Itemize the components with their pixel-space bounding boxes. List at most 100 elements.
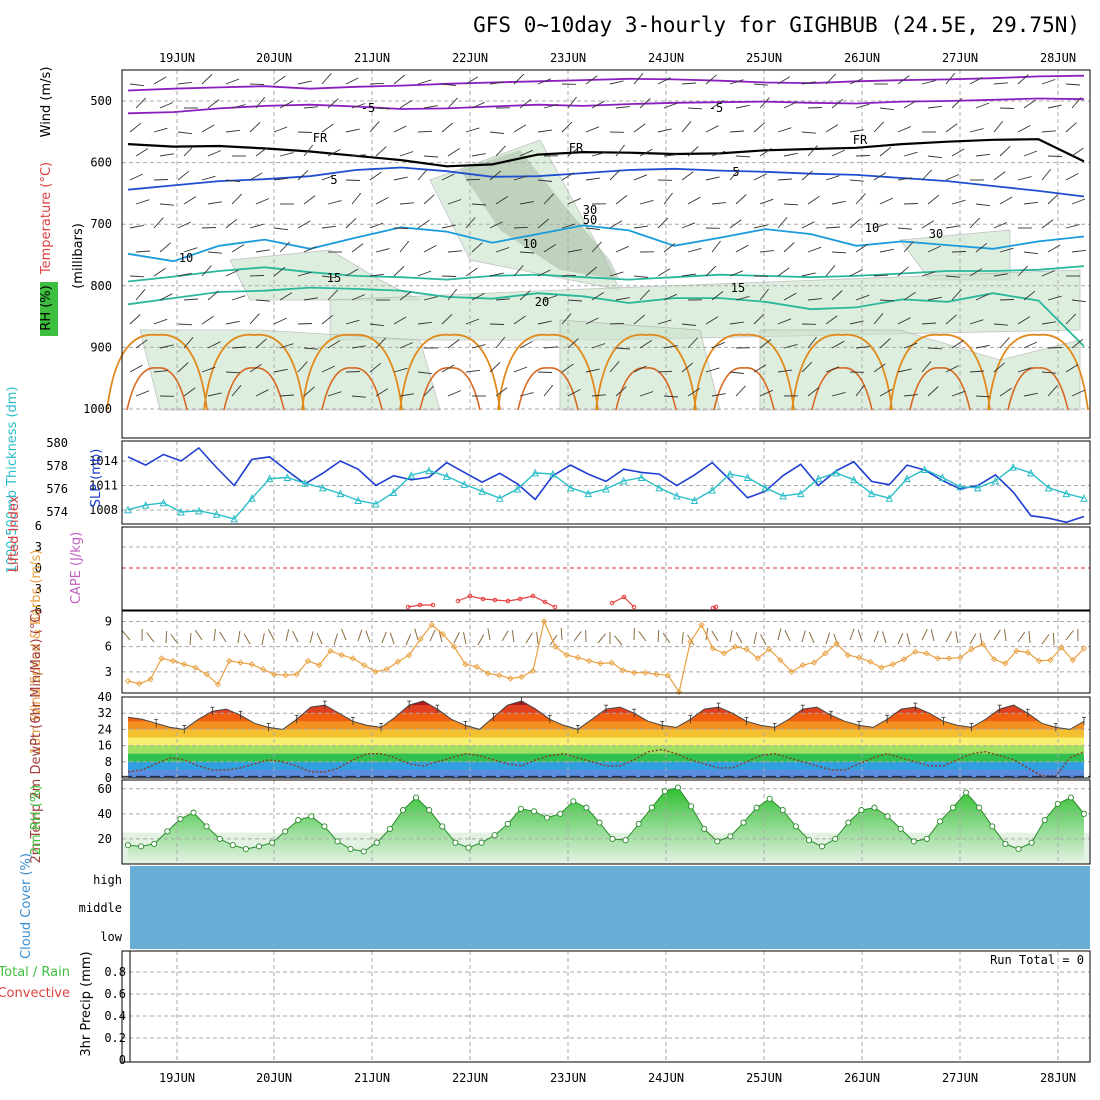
- wind10-marker: [1035, 657, 1043, 665]
- top-date-label: 20JUN: [256, 51, 292, 65]
- wind-barb: [969, 319, 984, 325]
- wind-barb: [129, 275, 145, 278]
- wind-barb: [759, 339, 772, 349]
- rh-marker: [439, 823, 446, 830]
- wind-barb: [495, 298, 510, 301]
- wind-barb: [249, 83, 265, 85]
- thickness-marker: [1027, 468, 1035, 477]
- wind-barb: [663, 293, 677, 301]
- wind-barb-10m: [681, 632, 684, 645]
- wind-barb-10m: [849, 628, 855, 641]
- thickness-marker: [726, 469, 734, 478]
- top-date-label: 24JUN: [648, 51, 684, 65]
- wind-barb: [1065, 122, 1077, 133]
- wind-barb: [657, 128, 672, 133]
- wind-barb: [1071, 249, 1086, 253]
- wind-barb: [633, 314, 645, 325]
- wind-barb: [441, 313, 453, 325]
- wind-barb: [159, 203, 174, 206]
- wind-barb: [999, 247, 1014, 253]
- thickness-marker: [991, 476, 1000, 485]
- wind-barb: [705, 367, 720, 373]
- wind-barb: [327, 289, 339, 301]
- wind-barb: [999, 387, 1012, 397]
- wind-barb: [327, 98, 339, 109]
- wind-barb: [777, 127, 792, 133]
- wind-barb: [561, 274, 577, 277]
- rh-marker: [701, 825, 708, 832]
- wind-barb: [303, 246, 318, 253]
- wind-barb-10m: [405, 633, 412, 646]
- wind10-marker: [158, 655, 165, 662]
- wind-barb: [951, 251, 967, 253]
- wind10-marker: [394, 658, 402, 665]
- wind-barb: [975, 153, 990, 157]
- wind-barb: [423, 296, 438, 301]
- wind10-marker: [833, 640, 840, 647]
- thickness-marker: [460, 480, 469, 488]
- wind-barb: [729, 321, 744, 325]
- rh-marker: [360, 848, 367, 855]
- wind-barb: [951, 289, 962, 301]
- wind-barb-10m: [189, 632, 192, 646]
- rh-marker: [164, 828, 171, 835]
- wind-barb: [1023, 251, 1038, 255]
- thickness-marker: [956, 482, 964, 491]
- wind-barb: [879, 197, 893, 205]
- rh-marker: [858, 807, 865, 814]
- top-date-label: 23JUN: [550, 51, 586, 65]
- isotherm-hot: [615, 367, 677, 411]
- wind10-marker: [361, 661, 368, 669]
- panel-rh2m: 20 40 60: [98, 779, 1091, 865]
- wind-barb: [369, 362, 382, 373]
- wind10-marker: [990, 656, 998, 663]
- wind-barb: [303, 347, 318, 350]
- pressure-tick-label: 700: [90, 217, 112, 231]
- wind-barb-10m: [1028, 630, 1031, 644]
- rh-marker: [282, 828, 289, 835]
- contour-label: FR: [313, 131, 328, 145]
- wind10-marker: [203, 671, 210, 678]
- wind-barb: [1041, 371, 1056, 374]
- wind-barb: [705, 74, 717, 85]
- isotherm-warm: [693, 333, 795, 411]
- wind-barb-10m: [873, 630, 879, 643]
- top-date-label: 21JUN: [354, 51, 390, 65]
- wind10-marker: [720, 650, 728, 657]
- wind-barb: [663, 102, 678, 109]
- top-date-label: 26JUN: [844, 51, 880, 65]
- contour-label: -5: [361, 101, 375, 115]
- wind-barb: [825, 175, 840, 181]
- wind-barb-10m: [525, 632, 533, 644]
- wind-barb: [153, 217, 164, 229]
- wind-tick-label: 3: [105, 665, 112, 679]
- lifted-index-marker: [631, 604, 637, 610]
- wind-barb: [855, 155, 871, 157]
- wind10-marker: [900, 656, 908, 663]
- wind10-marker: [810, 659, 818, 666]
- wind-barb: [447, 97, 458, 109]
- wind-barb: [873, 223, 888, 229]
- wind-barb: [951, 97, 963, 109]
- wind-barb: [921, 271, 936, 277]
- slp-tick-label: 1008: [89, 503, 118, 517]
- rh-marker: [504, 820, 511, 827]
- wind-barb: [711, 341, 725, 349]
- wind-barb: [705, 316, 719, 325]
- wind-barb: [879, 146, 892, 157]
- wind-barb: [1065, 173, 1079, 181]
- wind-barb: [183, 145, 195, 157]
- wind-barb: [135, 148, 149, 157]
- wind-barb: [825, 226, 841, 229]
- isotherm-warm: [203, 333, 305, 411]
- wind10-marker: [1002, 660, 1009, 667]
- wind-barb: [729, 371, 744, 374]
- thickness-marker: [212, 510, 221, 518]
- cloud-tick-label: high: [93, 873, 122, 887]
- wind-barb: [471, 101, 485, 109]
- temp-band: [128, 753, 1084, 763]
- top-date-label: 22JUN: [452, 51, 488, 65]
- isotherm-line: [127, 286, 1085, 347]
- precip-convective-label: Convective: [0, 986, 70, 1001]
- wind-barb-10m: [487, 628, 491, 641]
